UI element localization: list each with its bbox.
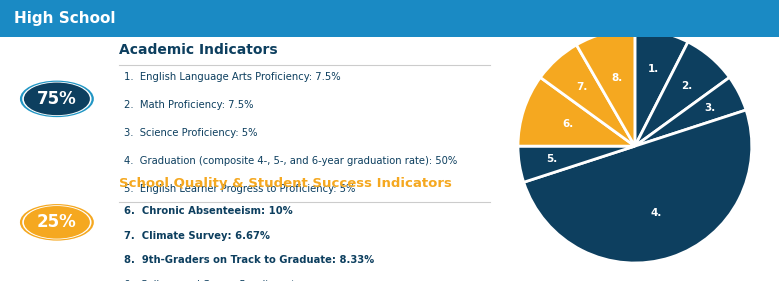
Wedge shape xyxy=(518,77,635,146)
Wedge shape xyxy=(635,77,746,146)
Text: 6.: 6. xyxy=(562,119,574,130)
Text: 5.: 5. xyxy=(546,154,558,164)
Text: 4.  Graduation (composite 4-, 5-, and 6-year graduation rate): 50%: 4. Graduation (composite 4-, 5-, and 6-y… xyxy=(124,156,457,166)
Text: 1.: 1. xyxy=(648,64,659,74)
Text: 3.  Science Proficiency: 5%: 3. Science Proficiency: 5% xyxy=(124,128,257,138)
Text: 8.  9th-Graders on Track to Graduate: 8.33%: 8. 9th-Graders on Track to Graduate: 8.3… xyxy=(124,255,374,265)
Circle shape xyxy=(24,83,90,115)
Text: 6.  Chronic Absenteeism: 10%: 6. Chronic Absenteeism: 10% xyxy=(124,207,292,216)
Wedge shape xyxy=(523,110,752,263)
Circle shape xyxy=(23,205,92,239)
Text: 9.  College and Career Readiness*: 9. College and Career Readiness* xyxy=(124,280,295,281)
Text: 2.: 2. xyxy=(681,81,692,91)
Wedge shape xyxy=(635,42,729,146)
Text: 3.: 3. xyxy=(704,103,715,113)
Wedge shape xyxy=(541,45,635,146)
Text: 75%: 75% xyxy=(37,90,77,108)
Circle shape xyxy=(20,204,93,241)
Text: 25%: 25% xyxy=(37,213,77,231)
Circle shape xyxy=(24,206,90,239)
Text: 1.  English Language Arts Proficiency: 7.5%: 1. English Language Arts Proficiency: 7.… xyxy=(124,72,340,82)
Text: 7.  Climate Survey: 6.67%: 7. Climate Survey: 6.67% xyxy=(124,231,270,241)
Wedge shape xyxy=(518,146,635,182)
Text: 8.: 8. xyxy=(611,73,622,83)
Text: 5.  English Learner Progress to Proficiency: 5%: 5. English Learner Progress to Proficien… xyxy=(124,184,355,194)
Circle shape xyxy=(20,81,93,117)
Text: 7.: 7. xyxy=(576,82,587,92)
Circle shape xyxy=(23,82,92,116)
Text: Academic Indicators: Academic Indicators xyxy=(118,43,277,57)
Text: School Quality & Student Success Indicators: School Quality & Student Success Indicat… xyxy=(118,177,452,190)
Wedge shape xyxy=(576,29,635,146)
Text: 4.: 4. xyxy=(651,208,662,218)
Wedge shape xyxy=(635,29,688,146)
Text: 2.  Math Proficiency: 7.5%: 2. Math Proficiency: 7.5% xyxy=(124,100,253,110)
Text: High School: High School xyxy=(14,11,115,26)
